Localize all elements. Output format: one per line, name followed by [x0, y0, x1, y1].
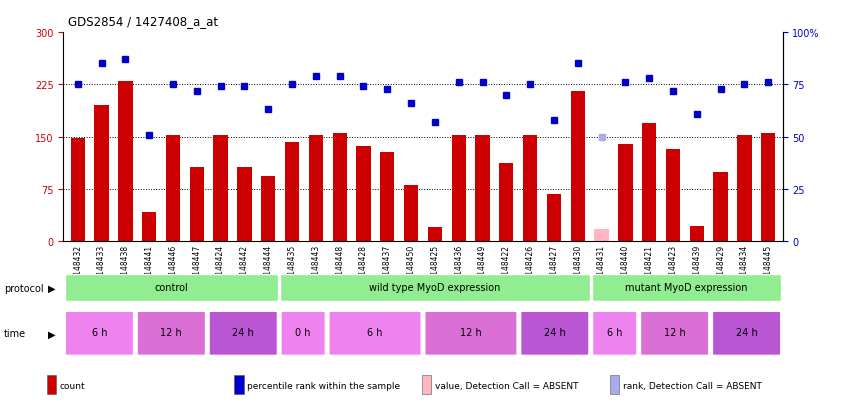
- Bar: [64, 274, 278, 301]
- Bar: [234, 375, 244, 394]
- Text: GSM148450: GSM148450: [407, 244, 415, 291]
- Bar: [689, 226, 704, 242]
- Bar: [571, 92, 585, 242]
- Text: GSM148436: GSM148436: [454, 244, 464, 291]
- Text: GSM148440: GSM148440: [621, 244, 630, 291]
- Bar: [523, 135, 537, 242]
- Bar: [666, 149, 680, 242]
- Bar: [642, 123, 656, 242]
- Bar: [428, 228, 442, 242]
- Text: GSM148441: GSM148441: [145, 244, 154, 290]
- Bar: [213, 135, 228, 242]
- Text: GSM148423: GSM148423: [668, 244, 678, 290]
- Text: GSM148433: GSM148433: [97, 244, 106, 291]
- Bar: [618, 144, 633, 242]
- Text: time: time: [4, 328, 26, 339]
- Bar: [713, 173, 728, 242]
- Text: GSM148448: GSM148448: [335, 244, 344, 290]
- Text: GSM148446: GSM148446: [168, 244, 178, 291]
- Text: 12 h: 12 h: [664, 328, 685, 337]
- FancyBboxPatch shape: [712, 312, 781, 355]
- Text: GSM148438: GSM148438: [121, 244, 129, 290]
- FancyBboxPatch shape: [137, 312, 206, 355]
- Bar: [380, 153, 394, 242]
- Text: control: control: [155, 282, 188, 292]
- Text: GSM148421: GSM148421: [645, 244, 654, 290]
- Text: GSM148431: GSM148431: [597, 244, 606, 290]
- Text: 0 h: 0 h: [295, 328, 310, 337]
- Text: GSM148428: GSM148428: [359, 244, 368, 290]
- Text: GSM148439: GSM148439: [692, 244, 701, 291]
- Text: GSM148422: GSM148422: [502, 244, 511, 290]
- FancyBboxPatch shape: [65, 312, 134, 355]
- Text: GSM148449: GSM148449: [478, 244, 487, 291]
- Text: 6 h: 6 h: [367, 328, 382, 337]
- Bar: [738, 136, 751, 242]
- Bar: [452, 135, 466, 242]
- Bar: [499, 164, 514, 242]
- Bar: [547, 195, 561, 242]
- Text: ▶: ▶: [47, 328, 55, 339]
- Bar: [332, 134, 347, 242]
- Text: GSM148430: GSM148430: [574, 244, 582, 291]
- Bar: [261, 177, 275, 242]
- Text: GSM148442: GSM148442: [240, 244, 249, 290]
- FancyBboxPatch shape: [521, 312, 589, 355]
- Text: GSM148443: GSM148443: [311, 244, 321, 291]
- Bar: [595, 229, 609, 242]
- Bar: [70, 139, 85, 242]
- Text: 24 h: 24 h: [544, 328, 566, 337]
- Text: GSM148432: GSM148432: [74, 244, 82, 290]
- Text: 6 h: 6 h: [607, 328, 623, 337]
- Text: protocol: protocol: [4, 283, 44, 293]
- Text: GSM148426: GSM148426: [525, 244, 535, 290]
- FancyBboxPatch shape: [640, 312, 709, 355]
- Text: GSM148444: GSM148444: [264, 244, 272, 291]
- Text: 12 h: 12 h: [460, 328, 482, 337]
- Text: GSM148435: GSM148435: [288, 244, 297, 291]
- Text: GSM148429: GSM148429: [717, 244, 725, 290]
- Text: GSM148424: GSM148424: [216, 244, 225, 290]
- FancyBboxPatch shape: [593, 312, 637, 355]
- Text: GSM148447: GSM148447: [192, 244, 201, 291]
- Text: GSM148425: GSM148425: [431, 244, 439, 290]
- Bar: [610, 375, 619, 394]
- Text: 24 h: 24 h: [736, 328, 757, 337]
- Bar: [285, 142, 299, 242]
- Text: wild type MyoD expression: wild type MyoD expression: [370, 282, 501, 292]
- Text: mutant MyoD expression: mutant MyoD expression: [625, 282, 748, 292]
- Bar: [142, 212, 157, 242]
- Text: percentile rank within the sample: percentile rank within the sample: [248, 381, 401, 390]
- FancyBboxPatch shape: [425, 312, 517, 355]
- Text: 6 h: 6 h: [91, 328, 107, 337]
- Text: GDS2854 / 1427408_a_at: GDS2854 / 1427408_a_at: [68, 15, 217, 28]
- Bar: [404, 186, 418, 242]
- Bar: [475, 135, 490, 242]
- Bar: [761, 134, 776, 242]
- Bar: [422, 375, 431, 394]
- Text: GSM148427: GSM148427: [549, 244, 558, 290]
- Bar: [47, 375, 56, 394]
- Text: count: count: [60, 381, 85, 390]
- FancyBboxPatch shape: [329, 312, 421, 355]
- Bar: [190, 167, 204, 242]
- Bar: [237, 167, 251, 242]
- Text: GSM148434: GSM148434: [740, 244, 749, 291]
- FancyBboxPatch shape: [281, 312, 325, 355]
- Bar: [166, 136, 180, 242]
- Bar: [118, 82, 133, 242]
- Text: GSM148445: GSM148445: [764, 244, 772, 291]
- Text: GSM148437: GSM148437: [382, 244, 392, 291]
- Text: ▶: ▶: [47, 283, 55, 293]
- FancyBboxPatch shape: [209, 312, 277, 355]
- Text: value, Detection Call = ABSENT: value, Detection Call = ABSENT: [435, 381, 579, 390]
- Text: 24 h: 24 h: [233, 328, 254, 337]
- Bar: [592, 274, 782, 301]
- Text: 12 h: 12 h: [161, 328, 182, 337]
- Bar: [280, 274, 590, 301]
- Bar: [309, 136, 323, 242]
- Text: rank, Detection Call = ABSENT: rank, Detection Call = ABSENT: [623, 381, 761, 390]
- Bar: [356, 146, 371, 242]
- Bar: [95, 106, 108, 242]
